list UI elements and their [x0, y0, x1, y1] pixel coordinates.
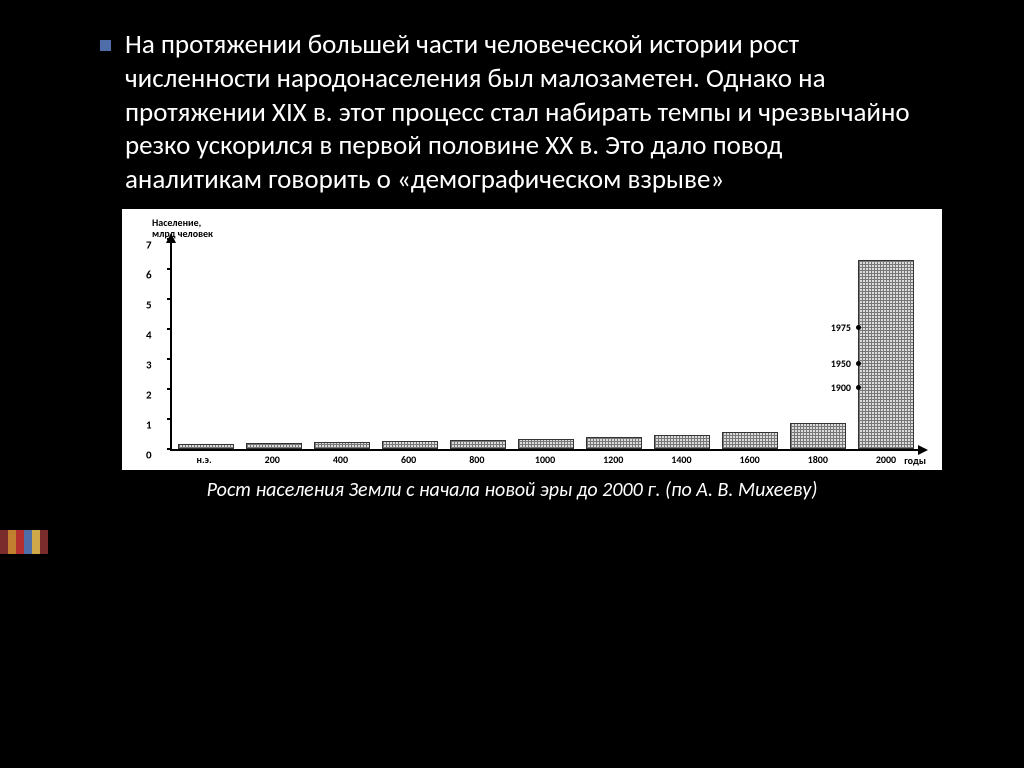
chart-bar: [722, 432, 778, 449]
chart-x-tick-label: 1600: [722, 453, 778, 466]
accent-bar-group: [0, 530, 48, 554]
chart-x-tick-label: 1000: [517, 453, 573, 466]
chart-y-tick-label: 5: [146, 298, 152, 311]
body-text: На протяжении большей части человеческой…: [125, 28, 924, 197]
chart-y-tick-label: 0: [146, 448, 152, 461]
chart-annotation-dot-icon: [856, 325, 861, 330]
chart-bar: [790, 423, 846, 449]
chart-x-labels: н.э.200400600800100012001400160018002000: [170, 451, 920, 466]
chart-caption: Рост населения Земли с начала новой эры …: [100, 478, 924, 502]
chart-x-tick-label: 1200: [585, 453, 641, 466]
chart-bar: [586, 437, 642, 449]
chart-x-tick-label: 600: [381, 453, 437, 466]
chart-bar: [382, 441, 438, 449]
chart-y-tick-mark: [167, 298, 172, 300]
chart-x-tick-label: 1400: [653, 453, 709, 466]
chart-y-tick-mark: [167, 448, 172, 450]
chart-bar: [450, 440, 506, 449]
bullet-icon: [100, 40, 111, 51]
chart-y-tick-mark: [167, 388, 172, 390]
chart-x-tick-label: 800: [449, 453, 505, 466]
accent-bar: [8, 530, 16, 554]
chart-y-tick-label: 7: [146, 238, 152, 251]
chart-bar: [314, 442, 370, 449]
accent-bar: [16, 530, 24, 554]
chart-y-tick-label: 6: [146, 268, 152, 281]
chart-y-tick-mark: [167, 358, 172, 360]
accent-bar: [32, 530, 40, 554]
chart-x-tick-label: 200: [244, 453, 300, 466]
chart-x-tick-label: 1800: [790, 453, 846, 466]
chart-annotation-label: 1975: [831, 321, 851, 334]
chart-y-tick-mark: [167, 268, 172, 270]
population-chart: Население, млрд человек годы 0 1 2 3 4 5 6 7 197…: [122, 209, 942, 470]
accent-bar: [0, 530, 8, 554]
chart-y-tick-mark: [167, 238, 172, 240]
slide: На протяжении большей части человеческой…: [0, 0, 1024, 768]
chart-bar: [246, 443, 302, 449]
chart-annotation-label: 1900: [831, 381, 851, 394]
chart-x-axis-label: годы: [904, 454, 926, 467]
chart-bar: 197519501900: [858, 260, 914, 449]
chart-annotation-dot-icon: [856, 361, 861, 366]
chart-y-axis-label: Население, млрд человек: [152, 217, 930, 239]
accent-bar: [40, 530, 48, 554]
chart-bar: [654, 435, 710, 449]
chart-y-tick-mark: [167, 328, 172, 330]
chart-y-tick-label: 3: [146, 358, 152, 371]
chart-annotation-label: 1950: [831, 357, 851, 370]
chart-annotation-dot-icon: [856, 385, 861, 390]
chart-y-tick-label: 4: [146, 328, 152, 341]
chart-y-tick-mark: [167, 418, 172, 420]
bullet-paragraph: На протяжении большей части человеческой…: [100, 28, 924, 197]
chart-bar: [178, 444, 234, 449]
chart-y-tick-label: 2: [146, 388, 152, 401]
chart-y-tick-label: 1: [146, 418, 152, 431]
chart-x-tick-label: н.э.: [176, 453, 232, 466]
chart-bar: [518, 439, 574, 449]
chart-plot-area: годы 01234567197519501900: [170, 241, 920, 451]
chart-x-tick-label: 400: [312, 453, 368, 466]
accent-bar: [24, 530, 32, 554]
